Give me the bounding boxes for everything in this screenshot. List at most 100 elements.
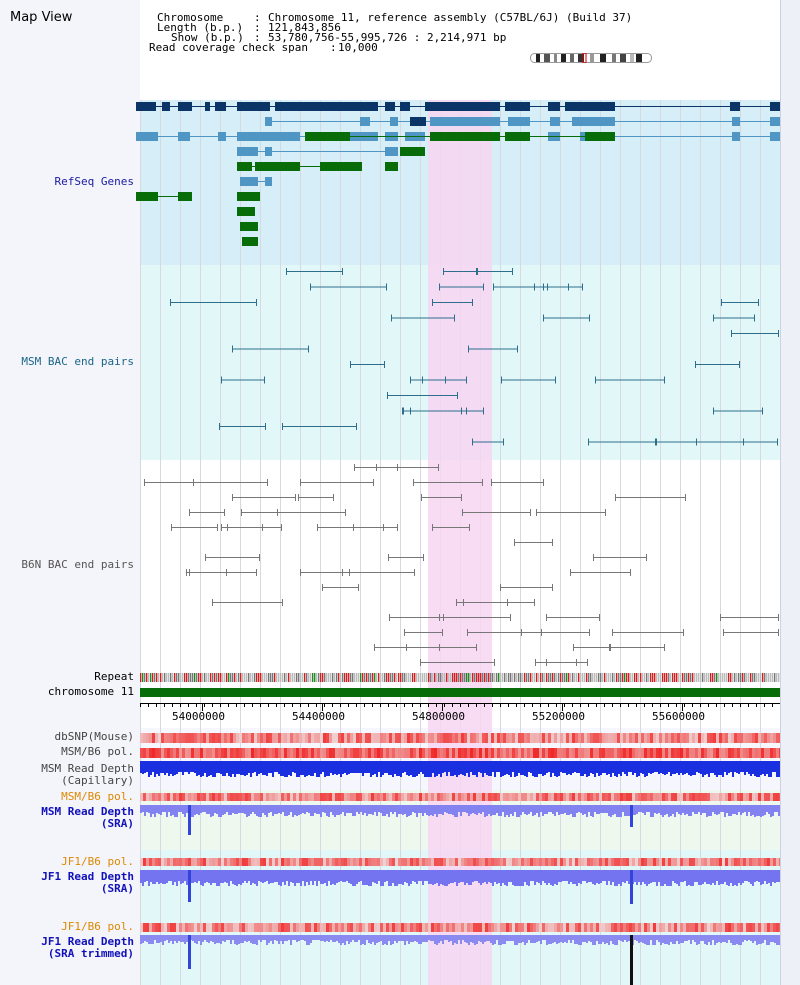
track-label-jf1-b6-pol-1[interactable]: JF1/B6 pol. (61, 855, 134, 868)
depth-bar (150, 761, 152, 775)
repeat-mark (244, 673, 246, 682)
track-label-msm-b6-pol-1[interactable]: MSM/B6 pol. (61, 745, 134, 758)
heatmap-cell (605, 733, 608, 743)
depth-bar (670, 805, 672, 816)
depth-bar (594, 935, 596, 945)
heatmap-cell (188, 793, 191, 801)
track-label-msm-depth-sra-1[interactable]: MSM Read Depth (41, 805, 134, 818)
depth-bar (322, 761, 324, 772)
depth-bar (442, 805, 444, 815)
repeat-mark (744, 673, 746, 682)
heatmap-cell (581, 858, 584, 866)
depth-bar (628, 805, 630, 816)
depth-bar (480, 805, 482, 814)
repeat-mark (342, 673, 344, 682)
depth-bar (534, 761, 536, 777)
repeat-mark (476, 673, 478, 682)
repeat-mark (590, 673, 592, 682)
depth-bar (286, 935, 288, 941)
heatmap-cell (542, 748, 545, 758)
depth-bar (458, 805, 460, 812)
depth-bar (542, 870, 544, 881)
heatmap-cell (584, 733, 587, 743)
repeat-mark (582, 673, 584, 682)
gene-exon (178, 192, 192, 201)
depth-bar (688, 761, 690, 775)
chromosome-ideogram[interactable] (530, 53, 652, 63)
repeat-mark (284, 673, 286, 682)
heatmap-cell (635, 923, 638, 932)
heatmap-cell (569, 733, 572, 743)
heatmap-cell (206, 923, 209, 932)
depth-bar (240, 870, 242, 885)
track-label-msm-bac[interactable]: MSM BAC end pairs (21, 355, 134, 368)
heatmap-cell (728, 733, 731, 743)
depth-bar (302, 761, 304, 775)
depth-bar (578, 935, 580, 945)
heatmap-cell (464, 923, 467, 932)
heatmap-cell (716, 923, 719, 932)
heatmap-cell (617, 923, 620, 932)
depth-bar (258, 805, 260, 817)
heatmap-cell (632, 748, 635, 758)
track-label-jf1-b6-pol-2[interactable]: JF1/B6 pol. (61, 920, 134, 933)
heatmap-cell (509, 793, 512, 801)
heatmap-cell (641, 733, 644, 743)
heatmap-cell (704, 923, 707, 932)
heatmap-cell (575, 748, 578, 758)
track-label-dbsnp[interactable]: dbSNP(Mouse) (54, 730, 134, 743)
track-label-repeat[interactable]: Repeat (94, 670, 134, 683)
depth-bar (446, 761, 448, 776)
heatmap-cell (488, 923, 491, 932)
track-label-chromosome[interactable]: chromosome 11 (47, 685, 134, 698)
track-label-msm-depth-cap-1[interactable]: MSM Read Depth (41, 762, 134, 775)
heatmap-cell (443, 733, 446, 743)
track-label-b6n-bac[interactable]: B6N BAC end pairs (21, 558, 134, 571)
heatmap-cell (509, 748, 512, 758)
depth-bar (472, 935, 474, 943)
track-label-jf1-depth-trim-1[interactable]: JF1 Read Depth (41, 935, 134, 948)
heatmap-cell (245, 858, 248, 866)
repeat-mark (144, 673, 146, 682)
repeat-mark (180, 673, 182, 682)
track-label-refseq[interactable]: RefSeq Genes (54, 175, 134, 188)
depth-bar (328, 761, 330, 776)
repeat-mark (580, 673, 582, 682)
depth-bar (366, 805, 368, 816)
depth-bar (398, 805, 400, 814)
heatmap-cell (290, 733, 293, 743)
heatmap-cell (368, 923, 371, 932)
depth-bar (434, 761, 436, 777)
heatmap-cell (143, 923, 146, 932)
depth-bar (502, 935, 504, 944)
depth-bar (688, 805, 690, 816)
depth-bar (144, 761, 146, 773)
heatmap-cell (611, 733, 614, 743)
track-label-msm-b6-pol-2[interactable]: MSM/B6 pol. (61, 790, 134, 803)
heatmap-cell (593, 793, 596, 801)
repeat-mark (672, 673, 674, 682)
heatmap-cell (347, 793, 350, 801)
depth-bar (370, 761, 372, 777)
heatmap-cell (497, 858, 500, 866)
heatmap-cell (725, 923, 728, 932)
heatmap-cell (653, 858, 656, 866)
depth-bar (778, 935, 780, 945)
heatmap-cell (506, 793, 509, 801)
depth-bar (530, 805, 532, 812)
heatmap-cell (221, 858, 224, 866)
depth-bar (576, 805, 578, 813)
heatmap-cell (632, 858, 635, 866)
depth-bar (166, 935, 168, 940)
depth-bar (180, 870, 182, 884)
track-label-jf1-depth-sra-1[interactable]: JF1 Read Depth (41, 870, 134, 883)
heatmap-cell (662, 748, 665, 758)
heatmap-cell (170, 793, 173, 801)
heatmap-cell (758, 793, 761, 801)
heatmap-cell (167, 923, 170, 932)
repeat-mark (762, 673, 764, 682)
length-label: Length (b.p.) (157, 21, 244, 34)
heatmap-cell (251, 923, 254, 932)
heatmap-cell (755, 748, 758, 758)
